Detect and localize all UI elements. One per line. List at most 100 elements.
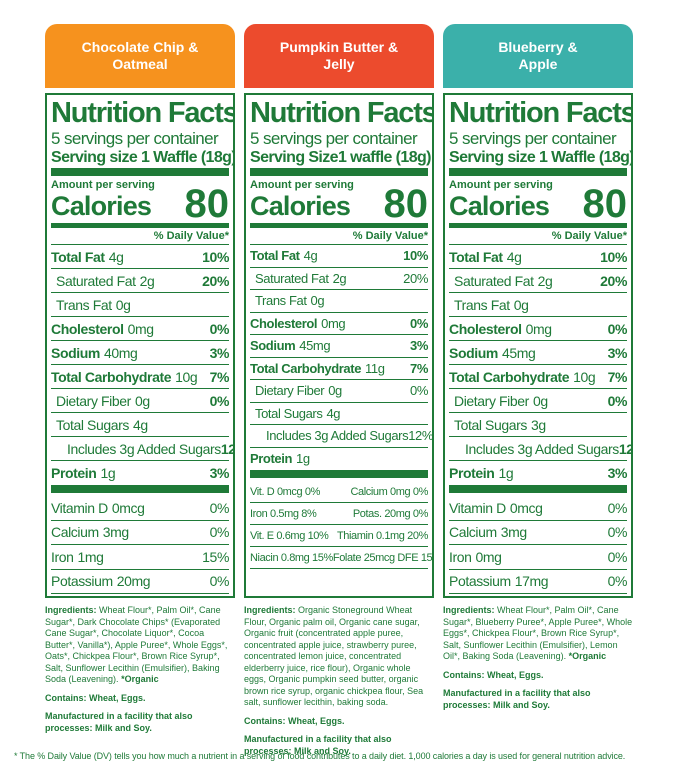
- nutrient-row: Trans Fat 0g: [250, 290, 428, 313]
- vitamin-amount: 3mg: [500, 524, 527, 541]
- flavor-name: Blueberry & Apple: [498, 39, 578, 72]
- nutrient-amount: 0g: [134, 392, 150, 409]
- nutrient-name: Total Fat: [51, 248, 105, 265]
- contains-line: Contains: Wheat, Eggs.: [45, 693, 235, 705]
- nutrient-name: Protein: [250, 450, 292, 466]
- vitamin-row: Calcium 3mg 0%: [449, 521, 628, 545]
- flavor-header: Chocolate Chip & Oatmeal: [45, 24, 235, 88]
- nutrient-name: Sodium: [449, 344, 498, 361]
- ingredients: Ingredients: Wheat Flour*, Palm Oil*, Ca…: [45, 605, 235, 686]
- nutrient-row: Saturated Fat 2g 20%: [51, 269, 229, 293]
- vitamin-row: Potassium 17mg 0%: [449, 570, 627, 594]
- serving-size: Serving Size 1 waffle (18g): [250, 148, 432, 167]
- daily-value-header: % Daily Value*: [449, 228, 627, 245]
- divider: [51, 168, 229, 176]
- nutrient-amount: 10g: [573, 368, 596, 385]
- nutrient-amount: 0g: [328, 383, 342, 399]
- ingredients-label: Ingredients:: [244, 605, 296, 615]
- vitamin-name: Vitamin D: [449, 499, 506, 516]
- nutrient-dv: 12%: [408, 428, 434, 444]
- vitamin-amount: 0mg: [475, 548, 502, 565]
- vitamin-name: Potassium: [51, 573, 113, 590]
- nutrient-row: Dietary Fiber 0g 0%: [51, 389, 229, 413]
- vitamin-amount: 20mg: [116, 573, 151, 590]
- nutrient-dv: 20%: [600, 272, 627, 289]
- nutrient-dv: 0%: [209, 320, 230, 337]
- vitamin-cell: Vit. E 0.6mg 10%: [250, 529, 329, 542]
- nutrient-name: Protein: [449, 464, 495, 481]
- nutrient-name: Total Fat: [250, 248, 300, 264]
- nutrient-name: Cholesterol: [250, 315, 318, 331]
- calories-value: 80: [184, 182, 230, 226]
- divider: [449, 485, 627, 493]
- nutrient-dv: 3%: [209, 344, 230, 361]
- nutrient-row: Total Sugars 3g: [449, 413, 627, 437]
- nutrient-dv: 7%: [607, 368, 628, 385]
- ingredients-block: Ingredients: Wheat Flour*, Palm Oil*, Ca…: [45, 605, 235, 734]
- nutrient-amount: 4g: [133, 416, 148, 433]
- nutrient-amount: 3g: [531, 416, 546, 433]
- divider: [51, 485, 229, 493]
- flavor-header: Pumpkin Butter & Jelly: [244, 24, 434, 88]
- vitamin-row: Iron 0.5mg 8% Potas. 20mg 0%: [250, 503, 428, 525]
- facts-box: Nutrition Facts 5 servings per container S…: [443, 93, 633, 598]
- nutrient-amount: 45mg: [299, 338, 331, 354]
- nutrient-row: Dietary Fiber 0g 0%: [449, 389, 627, 413]
- nutrient-dv: 20%: [202, 272, 229, 289]
- nutrient-name: Sodium: [51, 344, 100, 361]
- vitamin-cell: Iron 0.5mg 8%: [250, 507, 317, 520]
- vitamin-cell: Thiamin 0.1mg 20%: [336, 529, 428, 542]
- nutrient-name: Cholesterol: [449, 320, 522, 337]
- vitamin-amount: 0mcg: [111, 499, 145, 516]
- nutrient-dv: 10%: [600, 248, 627, 265]
- facts-box: Nutrition Facts 5 servings per container S…: [244, 93, 434, 598]
- vitamin-amount: 1mg: [77, 548, 104, 565]
- nutrient-dv: 7%: [410, 360, 428, 376]
- vitamin-dv: 0%: [607, 524, 628, 541]
- vitamin-amount: 3mg: [102, 524, 129, 541]
- nutrient-amount: 4g: [303, 248, 318, 264]
- vitamin-dv: 0%: [209, 524, 230, 541]
- vitamin-name: Potassium: [449, 573, 511, 590]
- nutrient-row: Saturated Fat 2g 20%: [449, 269, 627, 293]
- flavor-name: Pumpkin Butter & Jelly: [279, 39, 399, 72]
- divider: [51, 223, 229, 228]
- facility: Manufactured in a facility that also pro…: [443, 688, 591, 710]
- footnote: * The % Daily Value (DV) tells you how m…: [14, 751, 626, 761]
- nutrient-amount: 4g: [326, 405, 341, 421]
- nutrient-dv: 3%: [410, 338, 428, 354]
- nutrient-name: Cholesterol: [51, 320, 124, 337]
- vitamin-row: Calcium 3mg 0%: [51, 521, 230, 545]
- nutrient-name: Trans Fat: [454, 296, 510, 313]
- flavor-name: Chocolate Chip & Oatmeal: [81, 39, 199, 72]
- nutrient-amount: 1g: [295, 450, 310, 466]
- calories-row: Calories 80: [51, 184, 229, 224]
- nutrient-name: Includes 3g Added Sugars: [465, 440, 619, 457]
- serving-size-label: Serving Size: [250, 149, 339, 166]
- nutrient-row: Total Carbohydrate 11g 7%: [250, 358, 428, 380]
- nutrient-row: Cholesterol 0mg 0%: [449, 317, 627, 341]
- ingredients: Ingredients: Wheat Flour*, Palm Oil*, Ca…: [443, 605, 633, 663]
- nutrient-dv: 0%: [410, 383, 428, 399]
- vitamin-dv: 0%: [607, 499, 628, 516]
- nutrient-name: Saturated Fat: [56, 272, 136, 289]
- nutrient-dv: 0%: [607, 320, 628, 337]
- nutrient-amount: 0g: [115, 296, 131, 313]
- vitamin-cell: Niacin 0.8mg 15%: [250, 551, 333, 564]
- nutrient-name: Dietary Fiber: [255, 383, 325, 399]
- daily-value-header: % Daily Value*: [250, 228, 428, 245]
- ingredients-block: Ingredients: Organic Stoneground Wheat F…: [244, 605, 434, 757]
- divider: [250, 470, 428, 478]
- nutrient-name: Total Sugars: [56, 416, 130, 433]
- nutrient-dv: 3%: [607, 344, 628, 361]
- nutrient-dv: 12%: [618, 440, 633, 457]
- nutrient-amount: 0mg: [525, 320, 552, 337]
- vitamin-row: Vitamin D 0mcg 0%: [51, 496, 229, 521]
- nutrient-dv: 20%: [403, 270, 428, 286]
- nutrient-dv: 0%: [209, 392, 230, 409]
- nutrient-dv: 10%: [403, 248, 428, 264]
- nutrition-panel: Blueberry & Apple Nutrition Facts 5 servin…: [443, 24, 633, 718]
- organic-note: *Organic: [121, 674, 159, 684]
- nutrient-row: Sodium 40mg 3%: [51, 341, 229, 365]
